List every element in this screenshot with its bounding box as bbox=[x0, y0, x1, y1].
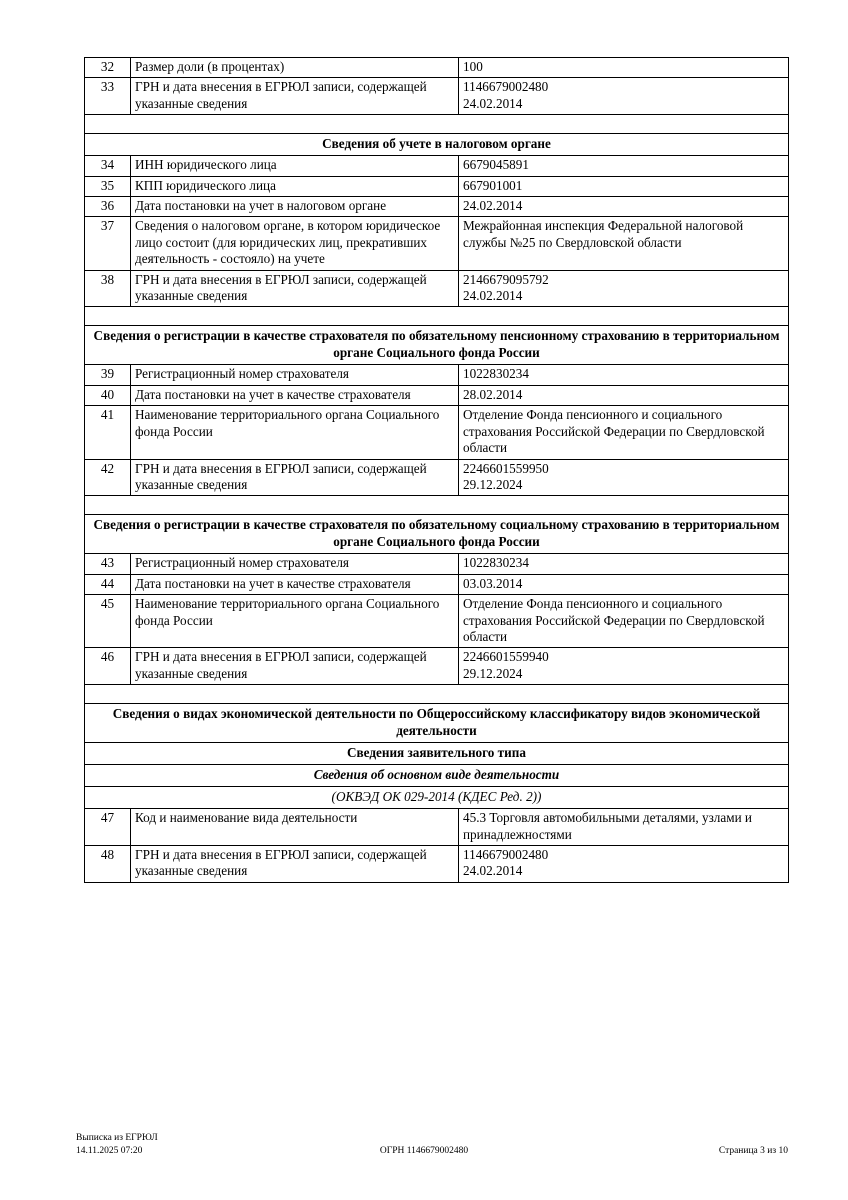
row-field-name: Код и наименование вида деятельности bbox=[130, 808, 459, 846]
table-row: 39 Регистрационный номер страхователя 1022… bbox=[84, 364, 789, 386]
row-number: 39 bbox=[84, 364, 131, 386]
row-field-value: 2246601559940 29.12.2024 bbox=[458, 647, 789, 686]
row-number: 48 bbox=[84, 844, 131, 883]
row-field-name: Сведения о налоговом органе, в котором ю… bbox=[130, 216, 459, 271]
table-spacer-row bbox=[84, 684, 789, 705]
table-row: 43 Регистрационный номер страхователя 1022… bbox=[84, 553, 789, 575]
table-row: 41 Наименование территориального органа С… bbox=[84, 405, 789, 460]
footer-page-number: Страница 3 из 10 bbox=[718, 1145, 788, 1156]
section-title: Сведения о регистрации в качестве страхо… bbox=[84, 325, 789, 366]
row-number: 37 bbox=[84, 216, 131, 271]
section-title: Сведения об основном виде деятельности bbox=[84, 764, 789, 788]
row-field-value: 1146679002480 24.02.2014 bbox=[458, 77, 789, 116]
row-field-name: КПП юридического лица bbox=[130, 175, 459, 198]
row-number: 32 bbox=[84, 56, 131, 79]
row-field-value: 100 bbox=[458, 56, 789, 79]
row-field-value: 24.02.2014 bbox=[458, 196, 789, 218]
table-spacer-row bbox=[84, 306, 789, 327]
row-number: 44 bbox=[84, 573, 131, 596]
row-field-name: Наименование территориального органа Соц… bbox=[130, 405, 459, 460]
row-field-name: Дата постановки на учет в качестве страх… bbox=[130, 573, 459, 596]
table-spacer-row bbox=[84, 114, 789, 135]
row-field-name: ГРН и дата внесения в ЕГРЮЛ записи, соде… bbox=[130, 844, 459, 883]
spacer-cell bbox=[84, 306, 789, 327]
subsection-header-row-emphasis: Сведения об основном виде деятельности bbox=[84, 764, 789, 788]
row-field-name: ГРН и дата внесения в ЕГРЮЛ записи, соде… bbox=[130, 269, 459, 308]
row-field-value: 6679045891 bbox=[458, 155, 789, 177]
footer-kind-line: Выписка из ЕГРЮЛ bbox=[76, 1133, 158, 1143]
table-row: 38 ГРН и дата внесения в ЕГРЮЛ записи, со… bbox=[84, 269, 789, 308]
row-field-name: Дата постановки на учет в качестве страх… bbox=[130, 384, 459, 407]
row-number: 34 bbox=[84, 155, 131, 177]
footer-timestamp: 14.11.2025 07:20 bbox=[76, 1145, 143, 1156]
row-field-name: ИНН юридического лица bbox=[130, 155, 459, 177]
row-number: 41 bbox=[84, 405, 131, 460]
row-number: 35 bbox=[84, 175, 131, 198]
table-row: 36 Дата постановки на учет в налоговом ор… bbox=[84, 196, 789, 218]
table-row: 37 Сведения о налоговом органе, в котором… bbox=[84, 216, 789, 271]
subsection-header-row-classifier: (ОКВЭД ОК 029-2014 (КДЕС Ред. 2)) bbox=[84, 786, 789, 810]
section-title: Сведения о видах экономической деятельно… bbox=[84, 703, 789, 744]
footer-document-kind: Выписка из ЕГРЮЛ 14.11.2025 07:20 bbox=[76, 1132, 158, 1157]
row-field-value: 2146679095792 24.02.2014 bbox=[458, 269, 789, 308]
row-number: 47 bbox=[84, 808, 131, 846]
section-title: (ОКВЭД ОК 029-2014 (КДЕС Ред. 2)) bbox=[84, 786, 789, 810]
row-field-name: ГРН и дата внесения в ЕГРЮЛ записи, соде… bbox=[130, 647, 459, 686]
row-number: 42 bbox=[84, 458, 131, 497]
footer-ogrn: ОГРН 1146679002480 bbox=[379, 1145, 469, 1156]
table-row: 44 Дата постановки на учет в качестве стр… bbox=[84, 573, 789, 596]
section-header-row: Сведения об учете в налоговом органе bbox=[84, 133, 789, 157]
row-number: 40 bbox=[84, 384, 131, 407]
table-row: 32 Размер доли (в процентах) 100 bbox=[84, 56, 789, 79]
row-field-value: 03.03.2014 bbox=[458, 573, 789, 596]
row-field-name: ГРН и дата внесения в ЕГРЮЛ записи, соде… bbox=[130, 77, 459, 116]
row-field-name: Размер доли (в процентах) bbox=[130, 56, 459, 79]
table-spacer-row bbox=[84, 495, 789, 516]
row-field-name: Регистрационный номер страхователя bbox=[130, 364, 459, 386]
row-number: 36 bbox=[84, 196, 131, 218]
row-number: 46 bbox=[84, 647, 131, 686]
section-title: Сведения об учете в налоговом органе bbox=[84, 133, 789, 157]
row-field-value: 1022830234 bbox=[458, 553, 789, 575]
table-body: 32 Размер доли (в процентах) 100 33 ГРН и да… bbox=[84, 56, 789, 883]
row-field-value: Отделение Фонда пенсионного и социальног… bbox=[458, 594, 789, 649]
table-row: 33 ГРН и дата внесения в ЕГРЮЛ записи, со… bbox=[84, 77, 789, 116]
section-header-row: Сведения о регистрации в качестве страхо… bbox=[84, 514, 789, 555]
table-row: 47 Код и наименование вида деятельности 45… bbox=[84, 808, 789, 846]
row-field-value: 28.02.2014 bbox=[458, 384, 789, 407]
row-field-value: Межрайонная инспекция Федеральной налого… bbox=[458, 216, 789, 271]
table-row: 42 ГРН и дата внесения в ЕГРЮЛ записи, со… bbox=[84, 458, 789, 497]
table-row: 34 ИНН юридического лица 6679045891 bbox=[84, 155, 789, 177]
spacer-cell bbox=[84, 684, 789, 705]
spacer-cell bbox=[84, 114, 789, 135]
row-field-name: Регистрационный номер страхователя bbox=[130, 553, 459, 575]
spacer-cell bbox=[84, 495, 789, 516]
section-title: Сведения о регистрации в качестве страхо… bbox=[84, 514, 789, 555]
row-field-value: 2246601559950 29.12.2024 bbox=[458, 458, 789, 497]
row-number: 43 bbox=[84, 553, 131, 575]
table-row: 35 КПП юридического лица 667901001 bbox=[84, 175, 789, 198]
row-number: 33 bbox=[84, 77, 131, 116]
page-footer: Выписка из ЕГРЮЛ 14.11.2025 07:20 ОГРН 11… bbox=[0, 1132, 848, 1172]
egrul-data-table: 32 Размер доли (в процентах) 100 33 ГРН и да… bbox=[84, 56, 789, 883]
section-header-row: Сведения о регистрации в качестве страхо… bbox=[84, 325, 789, 366]
table-row: 46 ГРН и дата внесения в ЕГРЮЛ записи, со… bbox=[84, 647, 789, 686]
table-row: 48 ГРН и дата внесения в ЕГРЮЛ записи, со… bbox=[84, 844, 789, 883]
row-number: 38 bbox=[84, 269, 131, 308]
table-row: 45 Наименование территориального органа С… bbox=[84, 594, 789, 649]
row-number: 45 bbox=[84, 594, 131, 649]
row-field-value: 1146679002480 24.02.2014 bbox=[458, 844, 789, 883]
section-title: Сведения заявительного типа bbox=[84, 742, 789, 766]
row-field-value: 1022830234 bbox=[458, 364, 789, 386]
table-row: 40 Дата постановки на учет в качестве стр… bbox=[84, 384, 789, 407]
row-field-name: Наименование территориального органа Соц… bbox=[130, 594, 459, 649]
row-field-value: 45.3 Торговля автомобильными деталями, у… bbox=[458, 808, 789, 846]
row-field-name: Дата постановки на учет в налоговом орга… bbox=[130, 196, 459, 218]
row-field-name: ГРН и дата внесения в ЕГРЮЛ записи, соде… bbox=[130, 458, 459, 497]
row-field-value: 667901001 bbox=[458, 175, 789, 198]
subsection-header-row: Сведения заявительного типа bbox=[84, 742, 789, 766]
row-field-value: Отделение Фонда пенсионного и социальног… bbox=[458, 405, 789, 460]
section-header-row: Сведения о видах экономической деятельно… bbox=[84, 703, 789, 744]
